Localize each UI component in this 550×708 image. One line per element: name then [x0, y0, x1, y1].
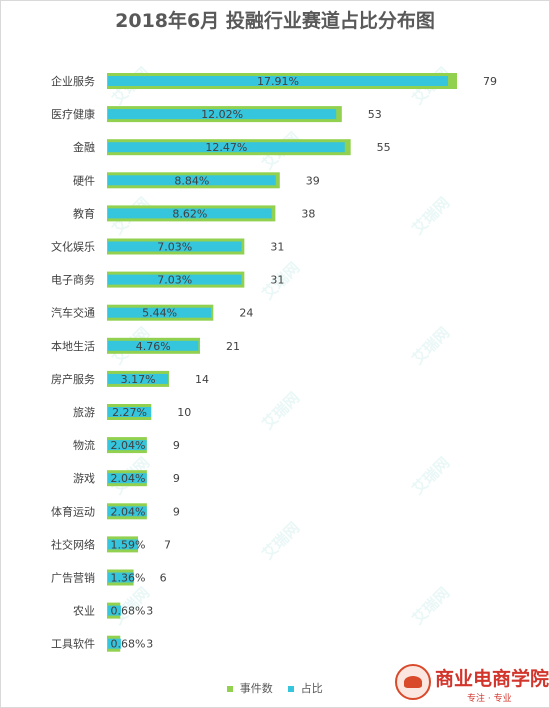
bar-ratio: [108, 274, 242, 285]
count-data-label: 31: [270, 241, 284, 254]
count-data-label: 53: [368, 108, 382, 121]
category-label: 本地生活: [51, 339, 95, 353]
legend-item-ratio: 占比: [288, 680, 323, 696]
logo-emblem-icon: [395, 664, 431, 700]
bar-ratio: [108, 605, 121, 616]
bar-ratio: [108, 208, 272, 219]
count-data-label: 9: [173, 439, 180, 452]
category-label: 教育: [73, 206, 95, 220]
category-label: 工具软件: [51, 637, 95, 651]
ratio-data-label: 8.62%: [172, 207, 207, 220]
bar-ratio: [108, 109, 337, 120]
ratio-data-label: 1.59%: [111, 538, 146, 551]
ratio-data-label: 17.91%: [257, 75, 299, 88]
bar-ratio: [108, 638, 121, 649]
legend-swatch-ratio: [288, 686, 295, 692]
bar-ratio: [108, 307, 212, 318]
count-data-label: 7: [164, 538, 171, 551]
category-label: 旅游: [73, 405, 95, 419]
category-label: 广告营销: [51, 571, 95, 585]
count-data-label: 31: [270, 274, 284, 287]
bar-ratio: [108, 473, 147, 484]
count-data-label: 39: [306, 174, 320, 187]
bar-ratio: [108, 340, 199, 351]
bar-ratio: [108, 373, 169, 384]
category-label: 物流: [73, 438, 95, 452]
category-label: 文化娱乐: [51, 240, 95, 254]
ratio-data-label: 1.36%: [111, 572, 146, 585]
bar-ratio: [108, 241, 242, 252]
category-label: 农业: [73, 604, 95, 618]
ratio-data-label: 3.17%: [121, 373, 156, 386]
count-data-label: 3: [146, 605, 153, 618]
category-label: 房产服务: [51, 372, 95, 386]
ratio-data-label: 7.03%: [157, 274, 192, 287]
chart-title: 2018年6月 投融行业赛道占比分布图: [115, 10, 435, 32]
ratio-data-label: 4.76%: [136, 340, 171, 353]
count-data-label: 9: [173, 505, 180, 518]
count-data-label: 38: [301, 207, 315, 220]
category-label: 汽车交通: [51, 306, 95, 320]
category-label: 游戏: [73, 472, 95, 485]
legend-label-events: 事件数: [239, 682, 273, 695]
count-data-label: 3: [146, 638, 153, 651]
bar-ratio: [108, 175, 276, 186]
legend-swatch-events: [227, 686, 234, 692]
count-data-label: 79: [483, 75, 497, 88]
count-data-label: 9: [173, 472, 180, 485]
count-data-label: 55: [377, 141, 391, 154]
ratio-data-label: 0.68%: [111, 605, 146, 618]
count-data-label: 21: [226, 340, 240, 353]
ratio-data-label: 5.44%: [142, 307, 177, 320]
ratio-data-label: 8.84%: [174, 174, 209, 187]
ratio-data-label: 7.03%: [157, 241, 192, 254]
category-label: 医疗健康: [51, 107, 95, 121]
bar-ratio: [108, 76, 448, 86]
logo-name: 商业电商学院: [435, 668, 550, 690]
academy-logo: 商业电商学院 专注 · 专业: [395, 662, 549, 704]
category-label: 电子商务: [51, 273, 95, 287]
bar-ratio: [108, 539, 139, 550]
category-label: 硬件: [73, 174, 95, 187]
category-label: 企业服务: [51, 74, 95, 88]
category-label: 体育运动: [51, 504, 95, 518]
ratio-data-label: 2.04%: [111, 505, 146, 518]
ratio-data-label: 2.27%: [112, 406, 147, 419]
ratio-data-label: 12.47%: [205, 141, 247, 154]
logo-slogan: 专注 · 专业: [467, 694, 512, 704]
category-label: 社交网络: [51, 537, 95, 551]
ratio-data-label: 12.02%: [201, 108, 243, 121]
bar-ratio: [108, 142, 345, 153]
ratio-data-label: 2.04%: [111, 439, 146, 452]
legend-label-ratio: 占比: [300, 682, 323, 695]
count-data-label: 10: [177, 406, 191, 419]
bar-ratio: [108, 407, 152, 417]
chart-legend: 事件数 占比: [0, 680, 550, 696]
ratio-data-label: 0.68%: [111, 638, 146, 651]
category-label: 金融: [73, 140, 95, 154]
legend-item-events: 事件数: [227, 680, 273, 696]
count-data-label: 24: [239, 307, 253, 320]
bar-ratio: [108, 506, 147, 517]
count-data-label: 14: [195, 373, 209, 386]
bar-ratio: [108, 572, 134, 583]
ratio-data-label: 2.04%: [111, 472, 146, 485]
count-data-label: 6: [160, 572, 167, 585]
bar-ratio: [108, 440, 147, 451]
